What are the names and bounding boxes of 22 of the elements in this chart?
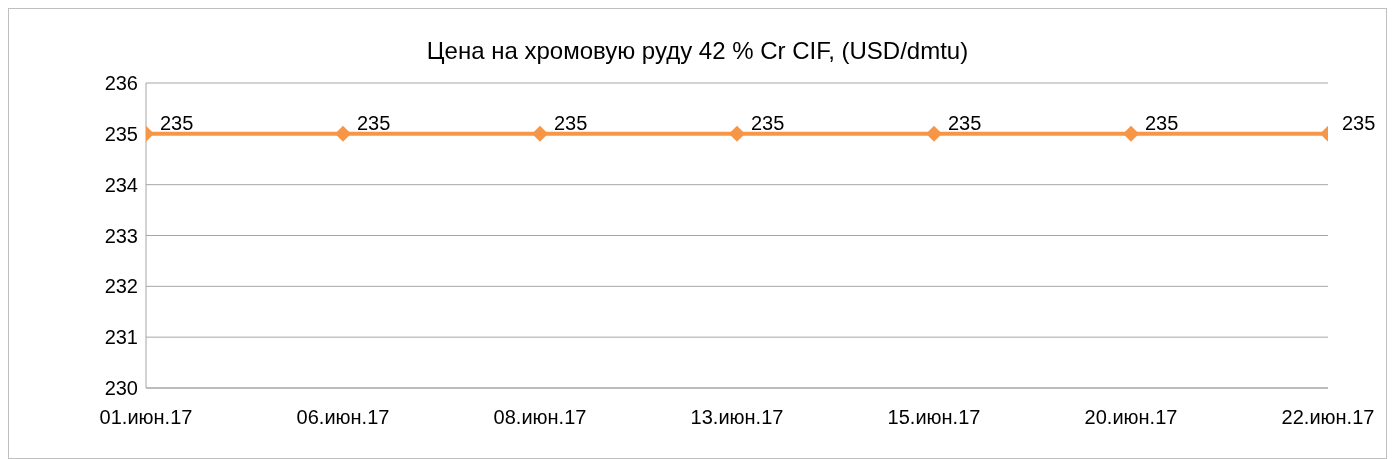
x-tick-label: 06.июн.17 [296, 406, 390, 429]
y-tick-label: 231 [104, 326, 138, 349]
x-tick-label: 13.июн.17 [690, 406, 784, 429]
data-label: 235 [1145, 111, 1179, 134]
data-label: 235 [554, 111, 588, 134]
data-label: 235 [357, 111, 391, 134]
y-tick-label: 233 [104, 224, 138, 247]
y-tick-label: 230 [104, 377, 138, 400]
x-tick-label: 15.июн.17 [887, 406, 981, 429]
y-tick-label: 236 [104, 72, 138, 95]
data-label: 235 [948, 111, 982, 134]
y-tick-label: 235 [104, 122, 138, 145]
x-tick-label: 20.июн.17 [1084, 406, 1178, 429]
x-tick-label: 08.июн.17 [493, 406, 587, 429]
chart-title: Цена на хромовую руду 42 % Cr CIF, (USD/dmtu) [425, 37, 970, 65]
data-label: 235 [751, 111, 785, 134]
data-label: 235 [160, 111, 194, 134]
data-label: 235 [1342, 111, 1376, 134]
x-tick-label: 22.июн.17 [1281, 406, 1375, 429]
x-tick-label: 01.июн.17 [99, 406, 193, 429]
y-tick-label: 232 [104, 275, 138, 298]
y-tick-label: 234 [104, 173, 138, 196]
